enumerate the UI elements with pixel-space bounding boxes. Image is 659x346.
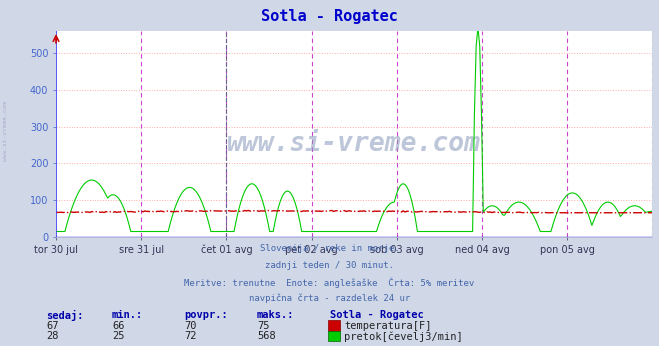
Text: 75: 75 [257,321,270,331]
Text: Sotla - Rogatec: Sotla - Rogatec [330,310,423,320]
Text: www.si-vreme.com: www.si-vreme.com [3,101,9,162]
Text: Meritve: trenutne  Enote: anglešaške  Črta: 5% meritev: Meritve: trenutne Enote: anglešaške Črta… [185,277,474,288]
Text: 568: 568 [257,331,275,342]
Text: 25: 25 [112,331,125,342]
Text: povpr.:: povpr.: [185,310,228,320]
Text: pretok[čevelj3/min]: pretok[čevelj3/min] [344,331,463,342]
Text: 67: 67 [46,321,59,331]
Text: 66: 66 [112,321,125,331]
Text: Slovenija / reke in morje.: Slovenija / reke in morje. [260,244,399,253]
Text: temperatura[F]: temperatura[F] [344,321,432,331]
Text: Sotla - Rogatec: Sotla - Rogatec [261,9,398,24]
Text: www.si-vreme.com: www.si-vreme.com [227,131,481,157]
Text: 70: 70 [185,321,197,331]
Text: sedaj:: sedaj: [46,310,84,321]
Text: zadnji teden / 30 minut.: zadnji teden / 30 minut. [265,261,394,270]
Text: min.:: min.: [112,310,143,320]
Text: 72: 72 [185,331,197,342]
Text: maks.:: maks.: [257,310,295,320]
Text: 28: 28 [46,331,59,342]
Text: navpična črta - razdelek 24 ur: navpična črta - razdelek 24 ur [249,294,410,303]
